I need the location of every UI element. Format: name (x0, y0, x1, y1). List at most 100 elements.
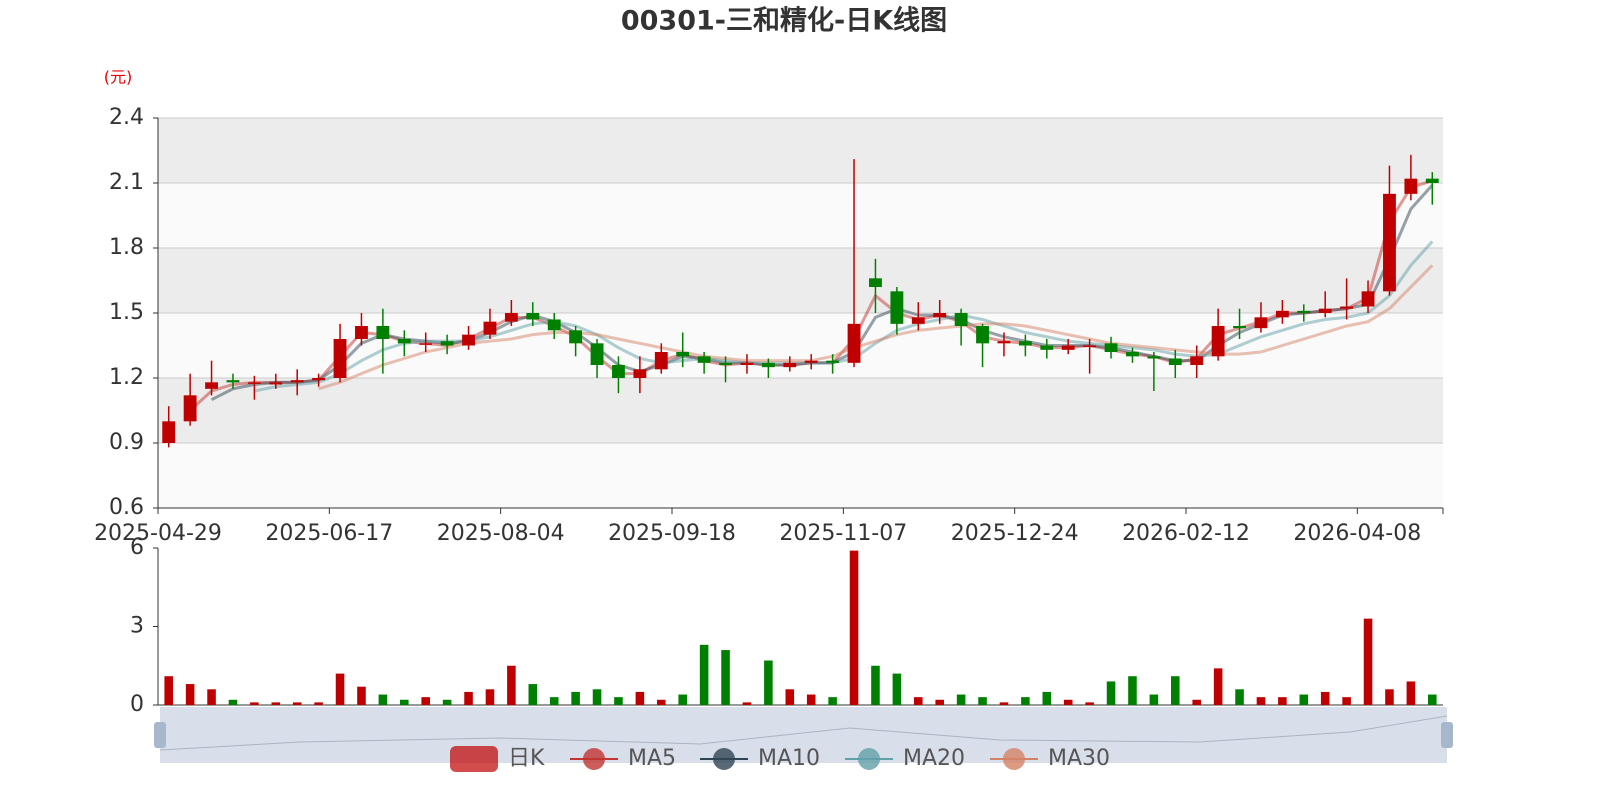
volume-bar (1406, 681, 1416, 705)
legend-label: MA10 (758, 746, 820, 771)
volume-bar (1428, 694, 1437, 705)
candle-body (869, 278, 882, 287)
candle-body (526, 313, 540, 320)
candle-body (654, 352, 668, 370)
candle-body (1040, 345, 1054, 350)
candle-body (1318, 308, 1332, 313)
candle-body (612, 365, 625, 378)
candle-body (761, 362, 775, 368)
candle-body (504, 313, 518, 322)
volume-bar (1171, 676, 1180, 705)
y-tick-label: 0.9 (109, 430, 144, 455)
volume-bar (806, 694, 816, 705)
data-zoom[interactable] (154, 707, 1453, 763)
volume-bar (1278, 697, 1287, 705)
legend-item[interactable]: MA10 (700, 746, 820, 771)
volume-bar (400, 699, 409, 705)
volume-bar (871, 665, 880, 705)
candle-body (1083, 345, 1097, 347)
candle-body (312, 378, 326, 381)
x-tick-label: 2025-12-24 (951, 521, 1079, 546)
legend-item[interactable]: MA30 (990, 746, 1110, 771)
y-tick-label: 6 (130, 535, 144, 560)
volume-bar (1192, 699, 1201, 705)
volume-bar (742, 702, 752, 705)
y-tick-label: 1.5 (109, 300, 144, 325)
y-tick-label: 2.1 (109, 170, 144, 195)
candle-body (1425, 178, 1439, 183)
candle-body (1061, 345, 1075, 350)
volume-bar (528, 684, 538, 705)
candle-body (1297, 310, 1311, 313)
volume-bar (1235, 689, 1244, 705)
candle-body (1233, 326, 1246, 329)
volume-bar (914, 697, 923, 705)
candle-body (1383, 193, 1396, 292)
volume-bar (935, 699, 944, 705)
volume-bar (892, 673, 902, 705)
volume-bar (1042, 691, 1052, 705)
legend-item[interactable]: 日K (450, 746, 545, 772)
candle-body (226, 380, 240, 383)
volume-bar (442, 699, 452, 705)
legend-item[interactable]: MA5 (570, 746, 676, 771)
volume-bar (1256, 697, 1266, 705)
candle-body (783, 362, 797, 368)
legend-item[interactable]: MA20 (845, 746, 965, 771)
volume-bar (164, 676, 173, 705)
candle-body (569, 330, 583, 344)
volume-bar (357, 686, 366, 705)
candle-body (826, 360, 840, 363)
y-axis-name: (元) (104, 68, 133, 87)
x-tick-label: 2025-06-17 (265, 521, 393, 546)
zoom-track (160, 707, 1447, 763)
legend-icon (583, 748, 605, 770)
x-tick-label: 2025-08-04 (437, 521, 565, 546)
candle-body (376, 326, 390, 339)
volume-bar (250, 702, 259, 705)
volume-bar (849, 550, 859, 705)
candle-body (1254, 317, 1268, 329)
volume-bar (592, 689, 602, 705)
volume-bar (271, 702, 281, 705)
candle-body (1275, 310, 1289, 318)
zoom-handle[interactable] (1441, 722, 1453, 748)
candle-body (205, 382, 218, 389)
volume-bar (1320, 691, 1330, 705)
volume-bar (485, 689, 495, 705)
volume-bar (1063, 699, 1073, 705)
candle-body (697, 356, 711, 363)
volume-bar (1149, 694, 1159, 705)
candle-body (1190, 356, 1204, 365)
candle-body (1168, 358, 1182, 365)
candle-body (1147, 356, 1161, 359)
volume-bar (292, 702, 302, 705)
candle-body (976, 326, 989, 344)
volume-bar (335, 673, 345, 705)
candle-body (911, 317, 925, 324)
candle-body (933, 313, 947, 318)
volume-bar (1085, 702, 1094, 705)
volume-bar (314, 702, 323, 705)
candle-body (1126, 352, 1139, 357)
candle-body (1018, 341, 1032, 346)
candle-body (290, 380, 304, 383)
legend-icon (713, 748, 735, 770)
candle-body (355, 326, 368, 339)
volume-bar (999, 702, 1009, 705)
volume-bar (207, 689, 216, 705)
candle-body (954, 313, 968, 326)
volume-bar (549, 697, 559, 705)
volume-bar (421, 697, 430, 705)
candle-body (676, 352, 690, 357)
zoom-handle[interactable] (154, 722, 166, 748)
volume-bar (1106, 681, 1116, 705)
split-area (158, 313, 1443, 378)
volume-bar (507, 665, 516, 705)
split-area (158, 443, 1443, 508)
legend-label: 日K (508, 746, 545, 771)
candle-body (997, 341, 1011, 344)
volume-bar (378, 694, 388, 705)
candle-body (890, 291, 904, 324)
